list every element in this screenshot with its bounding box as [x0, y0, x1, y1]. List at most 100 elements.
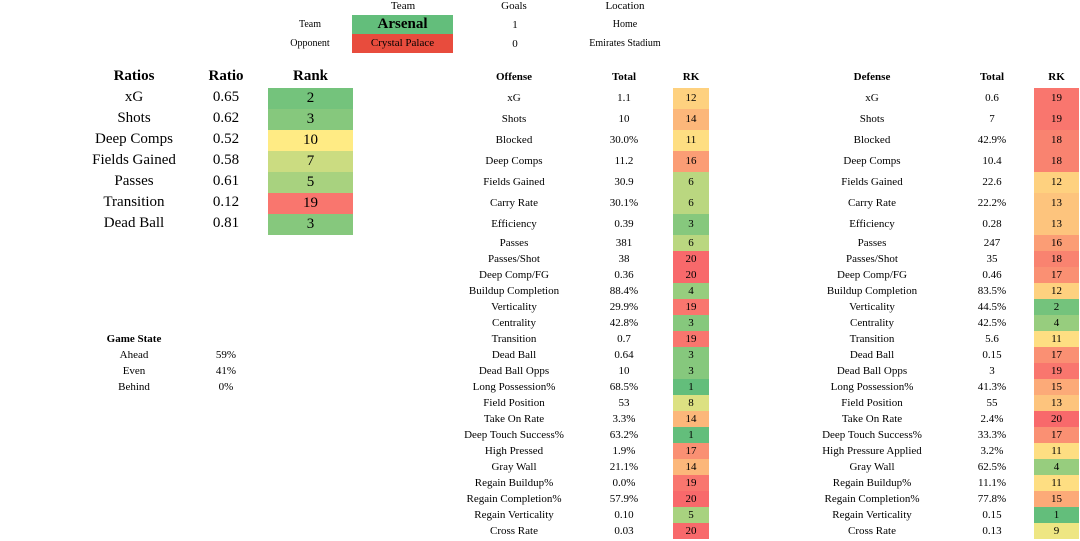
defense-metric-name: Dead Ball Opps [836, 365, 908, 377]
defense-rk-cell: 2 [1034, 299, 1079, 315]
offense-metric-name: Blocked [495, 134, 533, 146]
offense-total-value: 0.64 [614, 349, 634, 361]
defense-header: Defense [853, 71, 891, 83]
defense-metric-name: Take On Rate [841, 413, 903, 425]
defense-rk-cell: 18 [1034, 151, 1079, 172]
defense-total-value: 0.15 [982, 509, 1002, 521]
offense-metric-name: Field Position [483, 397, 545, 409]
ratio-value: 0.61 [212, 173, 240, 189]
defense-metric-name: Buildup Completion [826, 285, 918, 297]
offense-rk-cell: 11 [673, 130, 709, 151]
offense-total-value: 0.7 [617, 333, 631, 345]
rank-cell: 19 [268, 193, 353, 214]
offense-total-value: 21.1% [609, 461, 639, 473]
offense-rk-cell: 3 [673, 214, 709, 235]
offense-metric-name: Passes/Shot [488, 253, 540, 265]
defense-metric-name: Cross Rate [848, 525, 896, 537]
defense-total-header: Total [979, 71, 1005, 83]
defense-total-value: 83.5% [977, 285, 1007, 297]
defense-metric-name: Field Position [841, 397, 903, 409]
rank-cell: 3 [268, 109, 353, 130]
defense-metric-name: Centrality [850, 317, 894, 329]
offense-rk-cell: 19 [673, 331, 709, 347]
offense-metric-name: Passes [499, 237, 529, 249]
defense-rk-cell: 4 [1034, 315, 1079, 331]
offense-metric-name: Deep Touch Success% [464, 429, 564, 441]
defense-rk-cell: 12 [1034, 172, 1079, 193]
header-row-label: Opponent [290, 38, 330, 49]
offense-total-value: 53 [618, 397, 630, 409]
defense-total-value: 55 [986, 397, 998, 409]
ratio-value: 0.81 [212, 215, 240, 231]
ratio-metric-name: Transition [103, 194, 165, 210]
game-state-label: Ahead [119, 349, 149, 361]
game-state-value: 41% [215, 365, 237, 377]
defense-rk-cell: 1 [1034, 507, 1079, 523]
game-state-label: Even [122, 365, 146, 377]
offense-total-value: 30.1% [609, 197, 639, 209]
defense-total-value: 11.1% [977, 477, 1006, 489]
game-state-label: Behind [118, 381, 150, 393]
defense-rk-cell: 18 [1034, 251, 1079, 267]
defense-metric-name: Dead Ball [849, 349, 895, 361]
goals-value: 0 [512, 38, 518, 50]
offense-total-header: Total [611, 71, 637, 83]
defense-rk-cell: 19 [1034, 363, 1079, 379]
defense-rk-cell: 17 [1034, 347, 1079, 363]
ratio-value: 0.58 [212, 152, 240, 168]
offense-rk-cell: 8 [673, 395, 709, 411]
ratio-value: 0.62 [212, 110, 240, 126]
offense-rk-cell: 17 [673, 443, 709, 459]
defense-metric-name: xG [865, 92, 879, 104]
defense-rk-cell: 16 [1034, 235, 1079, 251]
offense-total-value: 10 [618, 113, 630, 125]
defense-rk-cell: 20 [1034, 411, 1079, 427]
defense-rk-cell: 19 [1034, 109, 1079, 130]
offense-metric-name: Regain Buildup% [474, 477, 554, 489]
defense-total-value: 44.5% [977, 301, 1007, 313]
offense-total-value: 0.0% [612, 477, 636, 489]
offense-rk-cell: 12 [673, 88, 709, 109]
defense-metric-name: Passes [857, 237, 887, 249]
ratio-metric-name: xG [124, 89, 144, 105]
defense-metric-name: Carry Rate [848, 197, 896, 209]
offense-total-value: 0.10 [614, 509, 634, 521]
defense-metric-name: Blocked [853, 134, 891, 146]
offense-metric-name: Regain Verticality [474, 509, 554, 521]
offense-total-value: 1.9% [612, 445, 636, 457]
defense-total-value: 22.6 [982, 176, 1002, 188]
offense-total-value: 0.39 [614, 218, 634, 230]
header-row-label: Team [298, 19, 322, 30]
offense-rk-cell: 20 [673, 267, 709, 283]
defense-metric-name: Efficiency [849, 218, 895, 230]
offense-metric-name: Regain Completion% [466, 493, 562, 505]
defense-metric-name: Deep Touch Success% [822, 429, 922, 441]
defense-metric-name: Deep Comps [843, 155, 901, 167]
offense-total-value: 88.4% [609, 285, 639, 297]
defense-metric-name: Transition [849, 333, 895, 345]
offense-metric-name: Efficiency [491, 218, 537, 230]
offense-rk-header: RK [682, 71, 700, 83]
offense-total-value: 10 [618, 365, 630, 377]
defense-total-value: 0.6 [985, 92, 999, 104]
team-name-cell: Arsenal [352, 15, 453, 34]
offense-metric-name: Carry Rate [490, 197, 538, 209]
defense-rk-cell: 13 [1034, 193, 1079, 214]
game-state-value: 59% [215, 349, 237, 361]
defense-rk-cell: 13 [1034, 214, 1079, 235]
offense-rk-cell: 20 [673, 251, 709, 267]
defense-metric-name: Passes/Shot [846, 253, 898, 265]
offense-metric-name: Shots [501, 113, 527, 125]
ratio-metric-name: Dead Ball [103, 215, 165, 231]
offense-total-value: 57.9% [609, 493, 639, 505]
offense-rk-cell: 5 [673, 507, 709, 523]
defense-metric-name: Deep Comp/FG [837, 269, 907, 281]
offense-total-value: 1.1 [617, 92, 631, 104]
goals-value: 1 [512, 19, 518, 31]
defense-total-value: 10.4 [982, 155, 1002, 167]
offense-rk-cell: 6 [673, 172, 709, 193]
defense-total-value: 22.2% [977, 197, 1007, 209]
defense-total-value: 0.28 [982, 218, 1002, 230]
ratio-metric-name: Deep Comps [95, 131, 173, 147]
game-state-value: 0% [218, 381, 234, 393]
